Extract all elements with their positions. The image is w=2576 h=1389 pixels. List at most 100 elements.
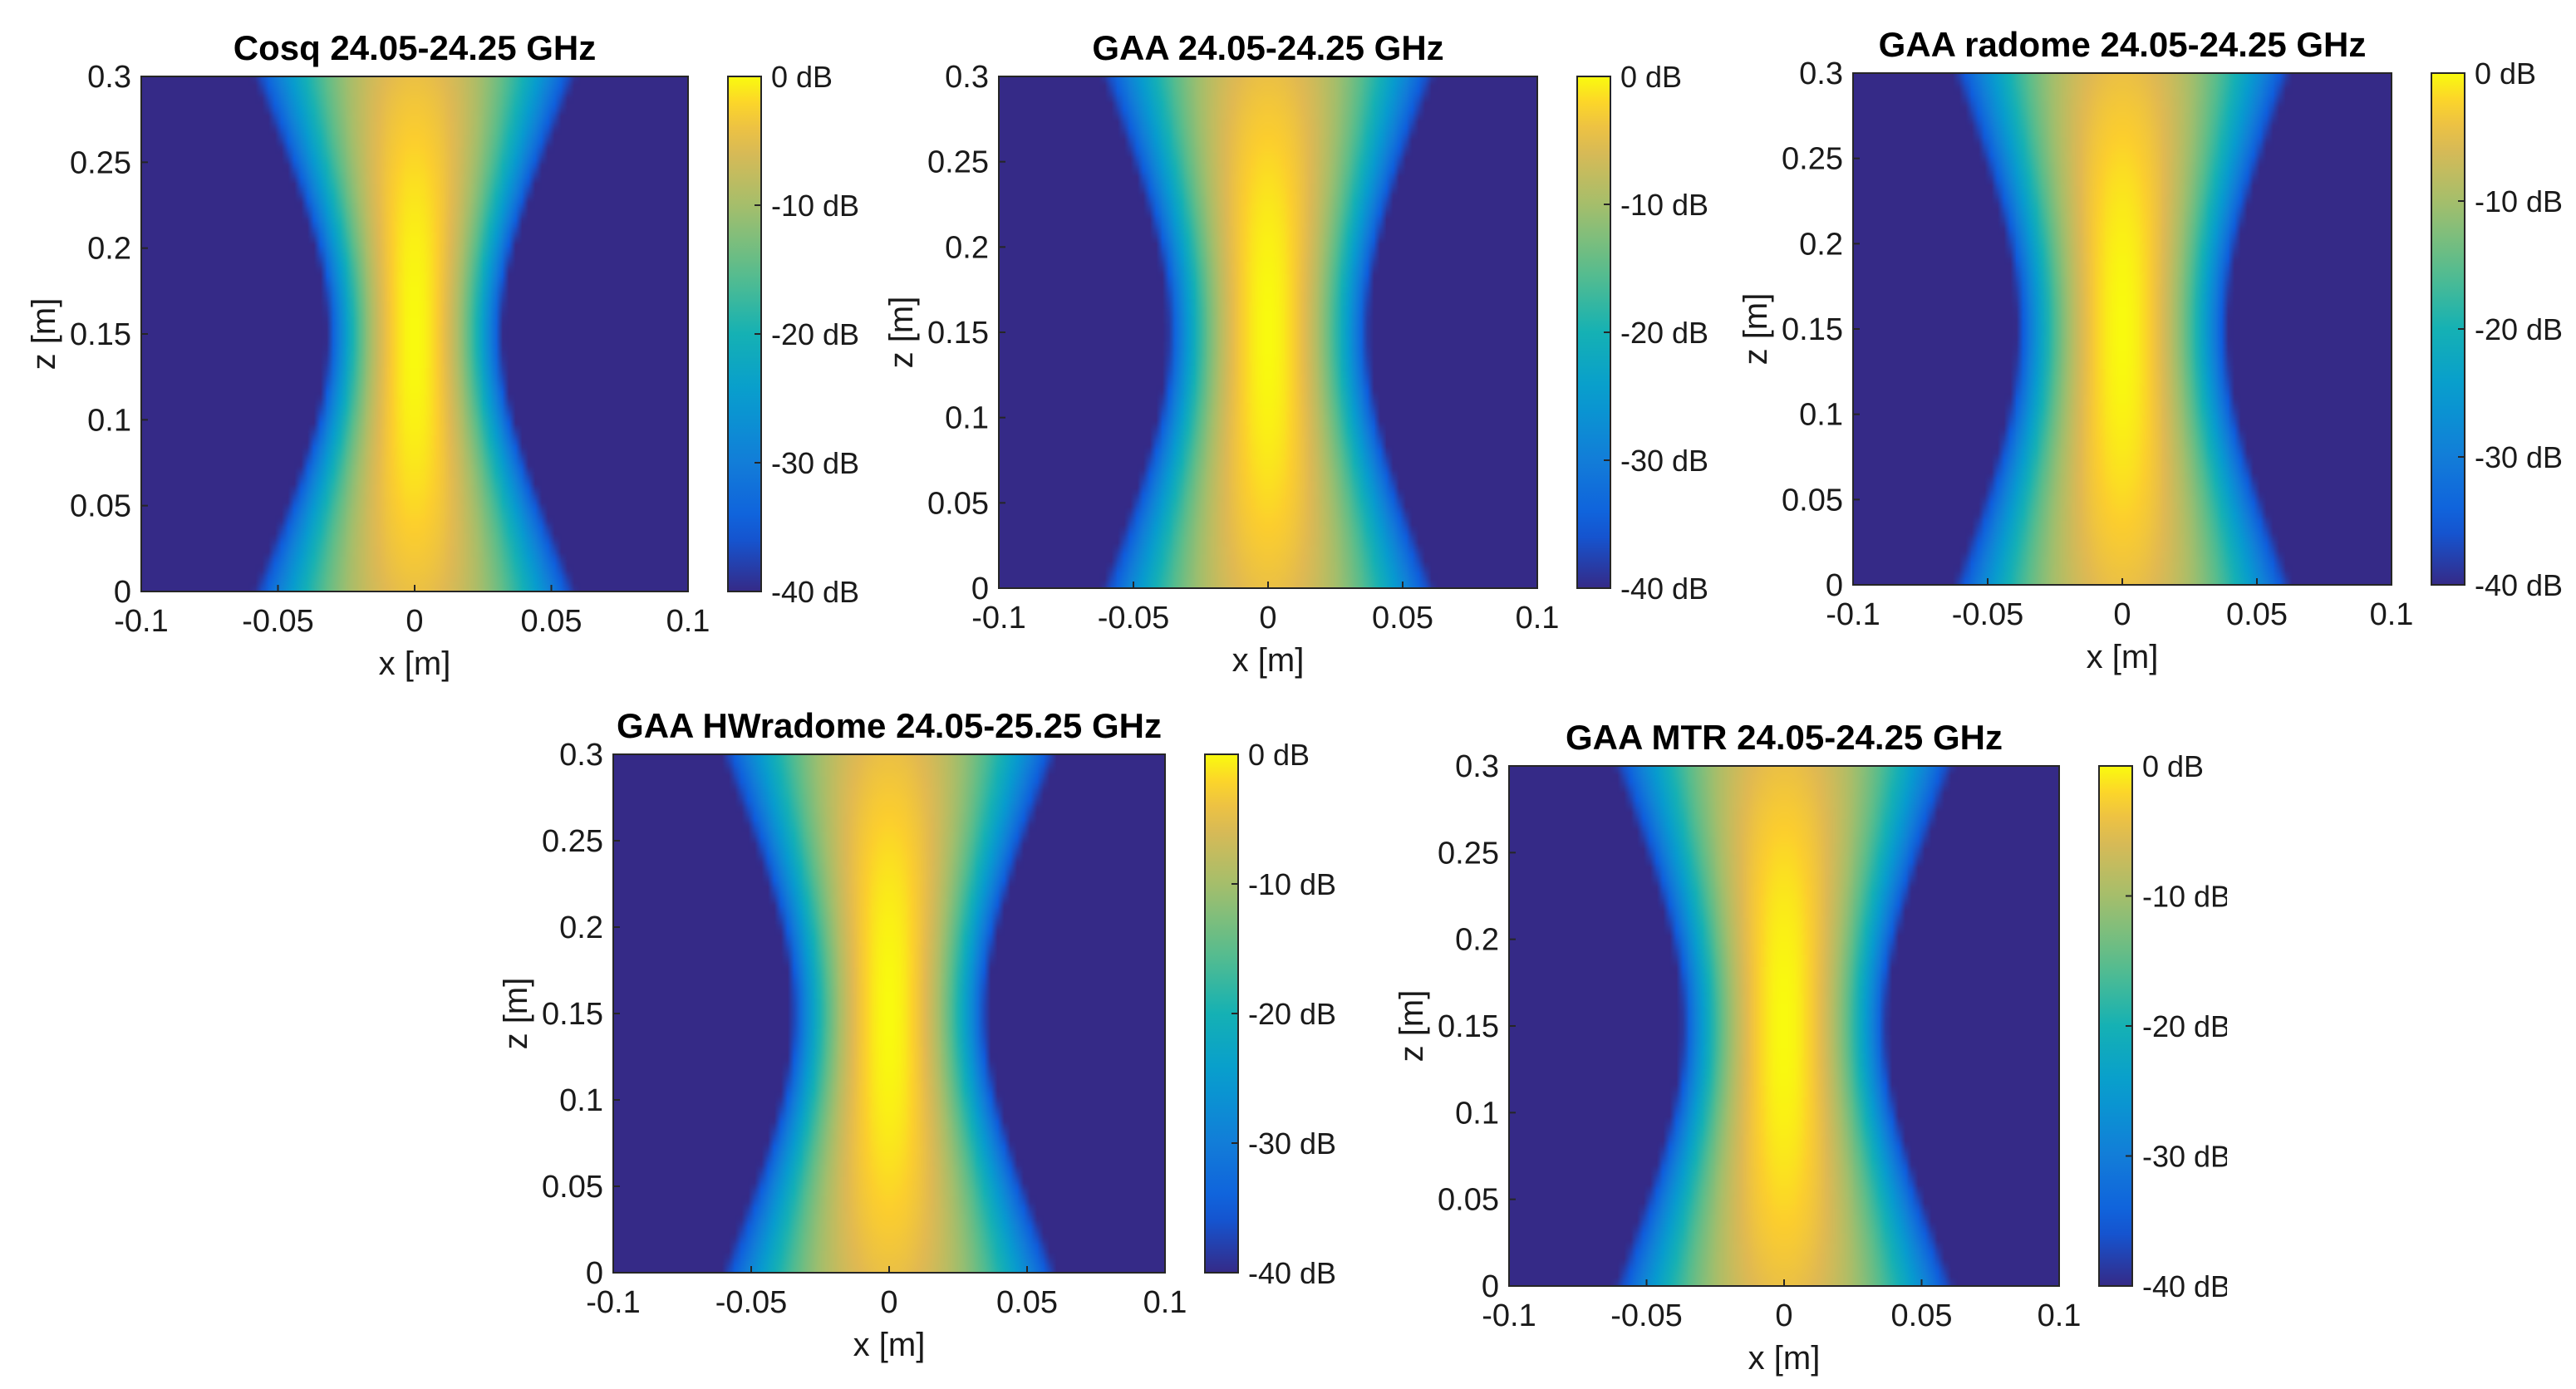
y-tick-label: 0 <box>1826 568 1843 603</box>
x-tick-label: 0 <box>2113 597 2131 632</box>
x-tick-label: 0.05 <box>996 1285 1058 1320</box>
y-tick-label: 0.25 <box>542 824 603 859</box>
x-tick-label: 0.05 <box>1372 601 1433 636</box>
heatmap-field <box>1853 73 2392 585</box>
heatmap-field <box>999 76 1537 588</box>
colorbar-tick-label: -40 dB <box>1620 572 1708 606</box>
x-tick-label: 0.05 <box>1891 1298 1953 1333</box>
colorbar-tick-label: -10 dB <box>1620 188 1708 222</box>
y-tick-label: 0.3 <box>87 60 131 95</box>
y-tick-label: 0.15 <box>542 997 603 1032</box>
y-tick-label: 0.3 <box>559 738 603 773</box>
x-tick-label: -0.1 <box>1826 597 1880 632</box>
y-tick-label: 0.15 <box>1438 1009 1499 1044</box>
y-tick-label: 0.2 <box>1799 227 1843 262</box>
y-axis-label: z [m] <box>1394 990 1430 1063</box>
y-tick-label: 0 <box>1482 1269 1499 1304</box>
colorbar-tick-label: 0 dB <box>1248 738 1310 772</box>
y-tick-label: 0.05 <box>1438 1183 1499 1218</box>
x-axis-label: x [m] <box>379 645 451 682</box>
colorbar-tick-label: -20 dB <box>2475 312 2563 346</box>
y-tick-label: 0.1 <box>1799 398 1843 433</box>
x-tick-label: 0.05 <box>2226 597 2288 632</box>
x-tick-label: -0.05 <box>242 604 314 639</box>
heatmap-panel-3: GAA radome 24.05-24.25 GHz -0.1 -0.05 0 0.05… <box>1738 25 2563 675</box>
y-axis-label: z [m] <box>883 297 920 369</box>
y-axis-label: z [m] <box>26 298 62 371</box>
y-axis-label: z [m] <box>1738 293 1774 366</box>
x-tick-label: -0.1 <box>586 1285 640 1320</box>
heatmap-field <box>1509 766 2059 1286</box>
colorbar-tick-label: -30 dB <box>2475 440 2563 474</box>
colorbar-tick-label: -30 dB <box>1248 1126 1336 1161</box>
heatmap-panel-1: Cosq 24.05-24.25 GHz -0.1 -0.05 0 0.05 0.1 0 0.… <box>26 28 859 682</box>
y-tick-label: 0.25 <box>1438 836 1499 871</box>
colorbar-tick-label: -20 dB <box>2142 1009 2227 1043</box>
y-tick-label: 0.05 <box>927 486 989 521</box>
chart-title: GAA radome 24.05-24.25 GHz <box>1879 25 2367 64</box>
y-tick-label: 0.05 <box>70 489 131 524</box>
y-tick-label: 0.25 <box>927 145 989 180</box>
y-tick-label: 0.1 <box>87 403 131 438</box>
colorbar-tick-label: -40 dB <box>2475 568 2563 602</box>
x-tick-label: 0 <box>406 604 423 639</box>
x-tick-label: 0.1 <box>2038 1298 2082 1333</box>
x-tick-label: 0.1 <box>666 604 710 639</box>
y-tick-label: 0.15 <box>927 316 989 351</box>
y-tick-label: 0.15 <box>1782 312 1843 347</box>
x-tick-label: -0.05 <box>1610 1298 1683 1333</box>
y-tick-label: 0.2 <box>1455 923 1499 958</box>
heatmap-panel-4: GAA HWradome 24.05-25.25 GHz -0.1 -0.05 0 0.… <box>498 706 1336 1363</box>
y-tick-label: 0.05 <box>1782 483 1843 518</box>
chart-title: Cosq 24.05-24.25 GHz <box>234 28 597 67</box>
y-tick-label: 0.2 <box>559 910 603 945</box>
x-tick-label: 0 <box>1775 1298 1792 1333</box>
y-axis-label: z [m] <box>498 978 534 1050</box>
x-tick-label: -0.1 <box>114 604 168 639</box>
colorbar-tick-label: 0 dB <box>1620 60 1682 94</box>
heatmap-panel-5: GAA MTR 24.05-24.25 GHz -0.1 -0.05 0 0.05 0.1… <box>1394 718 2227 1377</box>
x-axis-label: x [m] <box>1232 642 1305 679</box>
colorbar-tick-label: -20 dB <box>1248 997 1336 1031</box>
x-axis-label: x [m] <box>1748 1340 1821 1377</box>
y-tick-label: 0.1 <box>1455 1096 1499 1131</box>
heatmap-panel-2: GAA 24.05-24.25 GHz -0.1 -0.05 0 0.05 0.1 0 0.0… <box>883 28 1708 679</box>
chart-title: GAA 24.05-24.25 GHz <box>1092 28 1443 67</box>
colorbar-tick-label: -20 dB <box>771 317 859 351</box>
x-axis-label: x [m] <box>2087 639 2159 675</box>
x-tick-label: 0.1 <box>2370 597 2414 632</box>
y-tick-label: 0.3 <box>1799 56 1843 91</box>
y-tick-label: 0.3 <box>1455 749 1499 784</box>
y-tick-label: 0.2 <box>945 230 989 265</box>
colorbar-tick-label: -10 dB <box>2142 880 2227 914</box>
y-tick-label: 0.25 <box>70 145 131 180</box>
chart-title: GAA HWradome 24.05-25.25 GHz <box>617 706 1162 745</box>
x-tick-label: 0.1 <box>1516 601 1560 636</box>
x-tick-label: -0.05 <box>1098 601 1170 636</box>
x-tick-label: 0.05 <box>521 604 583 639</box>
colorbar-tick-label: -20 dB <box>1620 316 1708 350</box>
x-tick-label: -0.1 <box>971 601 1025 636</box>
x-tick-label: -0.05 <box>1952 597 2024 632</box>
x-axis-label: x [m] <box>853 1327 926 1363</box>
heatmap-field <box>613 754 1165 1273</box>
colorbar-tick-label: -10 dB <box>771 189 859 223</box>
x-tick-label: 0 <box>1259 601 1276 636</box>
y-tick-label: 0.05 <box>542 1170 603 1205</box>
y-tick-label: 0.15 <box>70 317 131 352</box>
y-tick-label: 0.2 <box>87 232 131 267</box>
y-tick-label: 0.3 <box>945 60 989 95</box>
colorbar-tick-label: 0 dB <box>771 60 833 94</box>
y-tick-label: 0 <box>114 575 131 610</box>
chart-title: GAA MTR 24.05-24.25 GHz <box>1566 718 2003 757</box>
y-tick-label: 0 <box>586 1256 603 1291</box>
heatmap-field <box>141 76 688 591</box>
y-tick-label: 0.1 <box>945 401 989 436</box>
colorbar-tick-label: -30 dB <box>1620 444 1708 478</box>
x-tick-label: 0 <box>880 1285 897 1320</box>
colorbar-tick-label: -30 dB <box>771 446 859 480</box>
y-tick-label: 0.25 <box>1782 142 1843 177</box>
y-tick-label: 0.1 <box>559 1083 603 1118</box>
colorbar-tick-label: -10 dB <box>2475 184 2563 218</box>
